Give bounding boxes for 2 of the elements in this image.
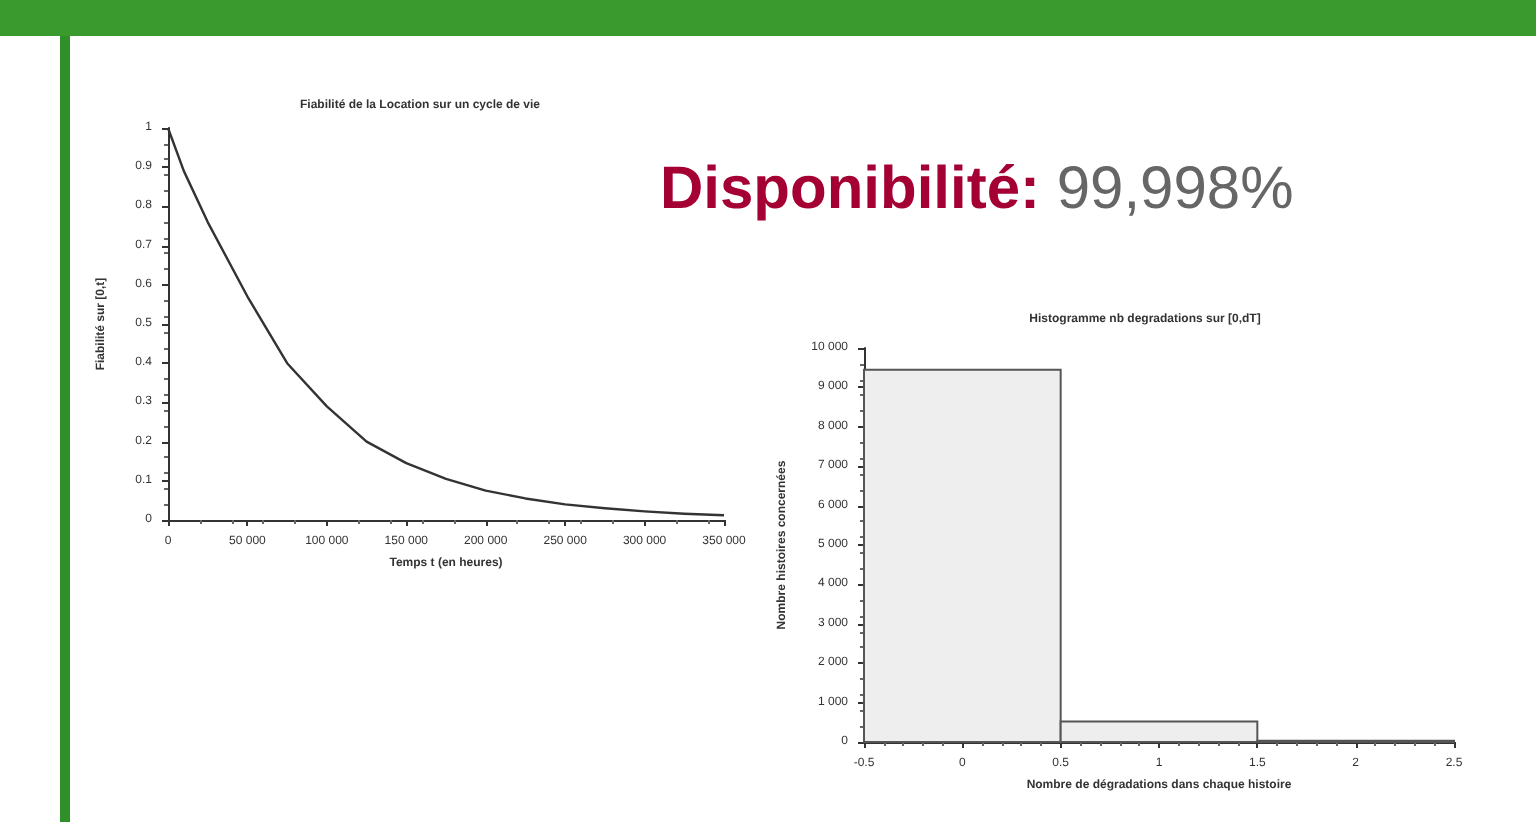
- text: Disponibilité:: [660, 156, 1040, 222]
- text: 99,998%: [1054, 156, 1294, 222]
